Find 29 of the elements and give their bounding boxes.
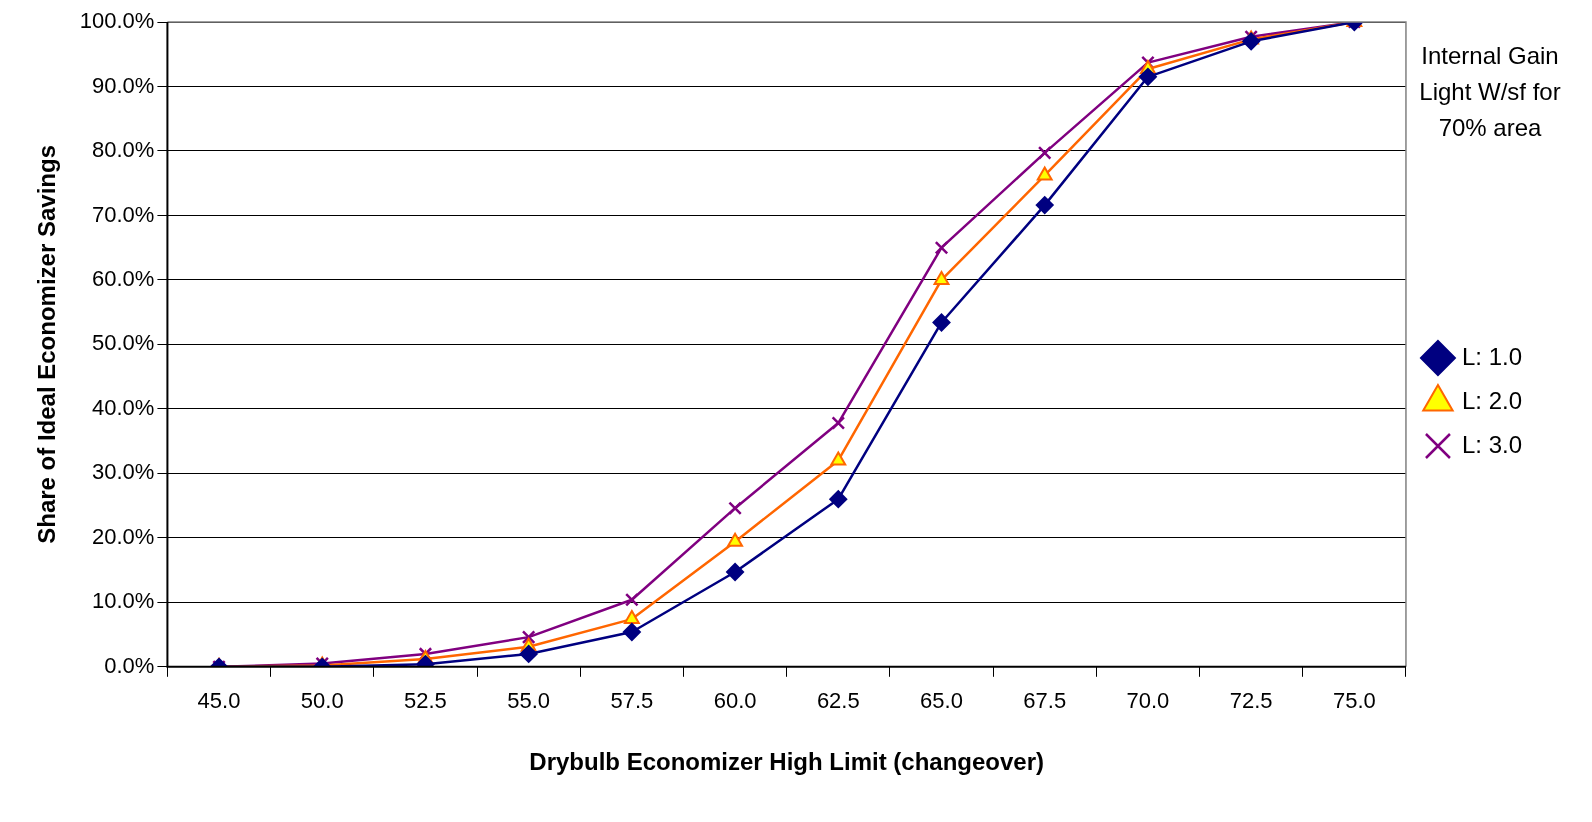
x-tick-label: 45.0 — [197, 688, 241, 714]
x-tick-label: 67.5 — [1023, 688, 1067, 714]
y-tick-label: 90.0% — [92, 72, 155, 98]
y-tick-label: 80.0% — [92, 137, 155, 163]
y-tick-label: 10.0% — [92, 588, 155, 614]
y-tick-label: 0.0% — [104, 652, 155, 678]
x-axis-title: Drybulb Economizer High Limit (changeover) — [529, 748, 1045, 776]
y-tick-label: 30.0% — [92, 459, 155, 485]
y-tick-label: 100.0% — [79, 8, 155, 34]
y-axis-title: Share of Ideal Economizer Savings — [33, 145, 61, 544]
x-tick-label: 57.5 — [610, 688, 654, 714]
y-tick-label: 70.0% — [92, 201, 155, 227]
x-tick-label: 55.0 — [507, 688, 551, 714]
x-tick-label: 60.0 — [713, 688, 757, 714]
x-tick-label: 70.0 — [1126, 688, 1170, 714]
legend-label: L: 1.0 — [1461, 342, 1522, 370]
y-tick-label: 40.0% — [92, 394, 155, 420]
x-tick-label: 72.5 — [1229, 688, 1273, 714]
x-tick-label: 65.0 — [920, 688, 963, 714]
y-tick-label: 50.0% — [92, 330, 155, 356]
legend-title: Internal Gain Light W/sf for 70% area — [1418, 41, 1562, 143]
y-tick-label: 20.0% — [92, 523, 155, 549]
x-tick-label: 62.5 — [816, 688, 860, 714]
x-tick-label: 50.0 — [300, 688, 344, 714]
x-tick-label: 52.5 — [404, 688, 447, 714]
legend-label: L: 2.0 — [1461, 386, 1522, 414]
y-tick-label: 60.0% — [92, 265, 155, 291]
legend-label: L: 3.0 — [1461, 430, 1522, 458]
x-tick-label: 75.0 — [1332, 688, 1376, 714]
